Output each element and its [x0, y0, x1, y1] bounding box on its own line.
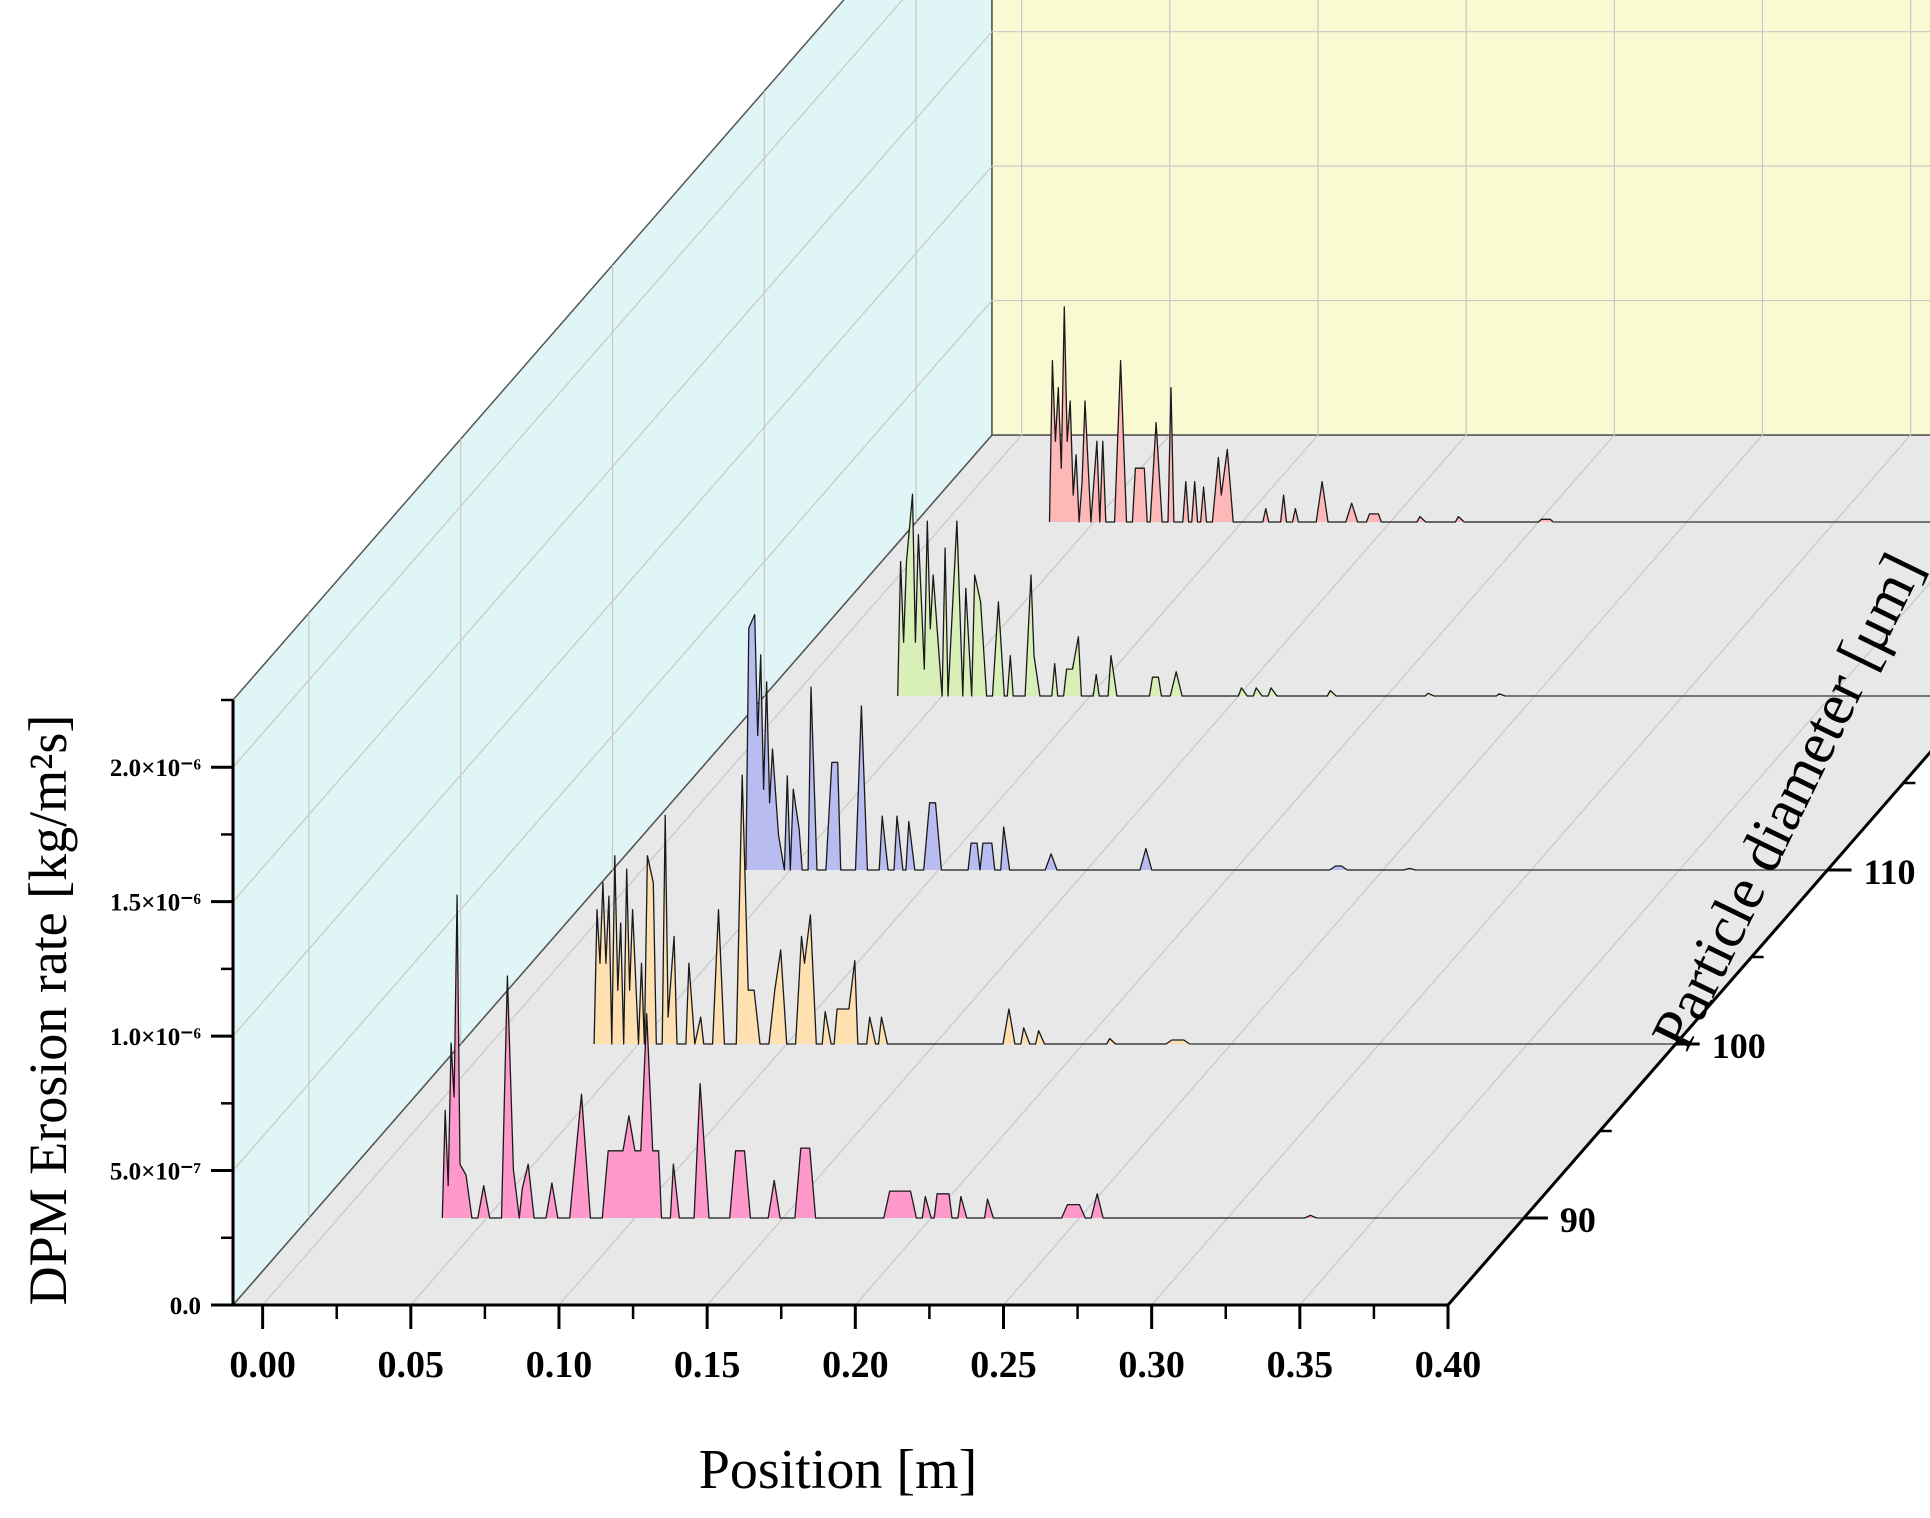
x-tick-label: 0.40: [1415, 1344, 1482, 1386]
series-110: [745, 613, 1828, 871]
series-90: [441, 894, 1524, 1219]
x-tick-label: 0.05: [378, 1344, 445, 1386]
series-120-line: [897, 493, 1506, 697]
chart-axes: 0.00 0.05 0.10 0.15 0.20 0.25 0.30 0.35 0.40 0.0 5…: [110, 698, 1930, 1386]
chart-series: [441, 306, 1930, 1219]
x-tick-label: 0.35: [1267, 1344, 1334, 1386]
z-tick-label: 90: [1560, 1200, 1596, 1240]
series-90-area: [442, 895, 1317, 1218]
series-100: [593, 774, 1676, 1045]
y-axis-title: DPM Erosion rate [kg/m²s]: [18, 715, 78, 1306]
series-130: [1048, 306, 1930, 523]
x-tick-label: 0.20: [822, 1344, 889, 1386]
x-axis-title: Position [m]: [699, 1439, 977, 1501]
z-tick-label: 110: [1864, 852, 1916, 892]
series-120: [897, 493, 1930, 697]
series-90-line: [441, 894, 1317, 1219]
back-wall-plane: [991, 0, 1930, 436]
x-tick-label: 0.00: [229, 1344, 296, 1386]
floor-gridline-x: [262, 434, 1023, 1306]
y-tick-label: 2.0×10⁻⁶: [110, 755, 202, 782]
x-tick-label: 0.30: [1118, 1344, 1185, 1386]
y-tick-label: 1.0×10⁻⁶: [110, 1024, 202, 1051]
y-tick-label: 5.0×10⁻⁷: [110, 1159, 201, 1186]
y-tick-label: 0.0: [170, 1293, 201, 1320]
series-100-line: [593, 774, 1191, 1045]
series-110-line: [745, 613, 1416, 871]
series-100-area: [594, 775, 1190, 1044]
series-110-area: [745, 614, 1416, 870]
y-tick-label: 1.5×10⁻⁶: [110, 890, 202, 917]
z-tick-label: 100: [1712, 1026, 1766, 1066]
x-tick-label: 0.15: [674, 1344, 741, 1386]
series-120-area: [897, 494, 1506, 696]
x-tick-label: 0.10: [526, 1344, 593, 1386]
series-130-line: [1048, 306, 1554, 523]
chart-walls: [231, 0, 1930, 1308]
x-tick-label: 0.25: [970, 1344, 1037, 1386]
